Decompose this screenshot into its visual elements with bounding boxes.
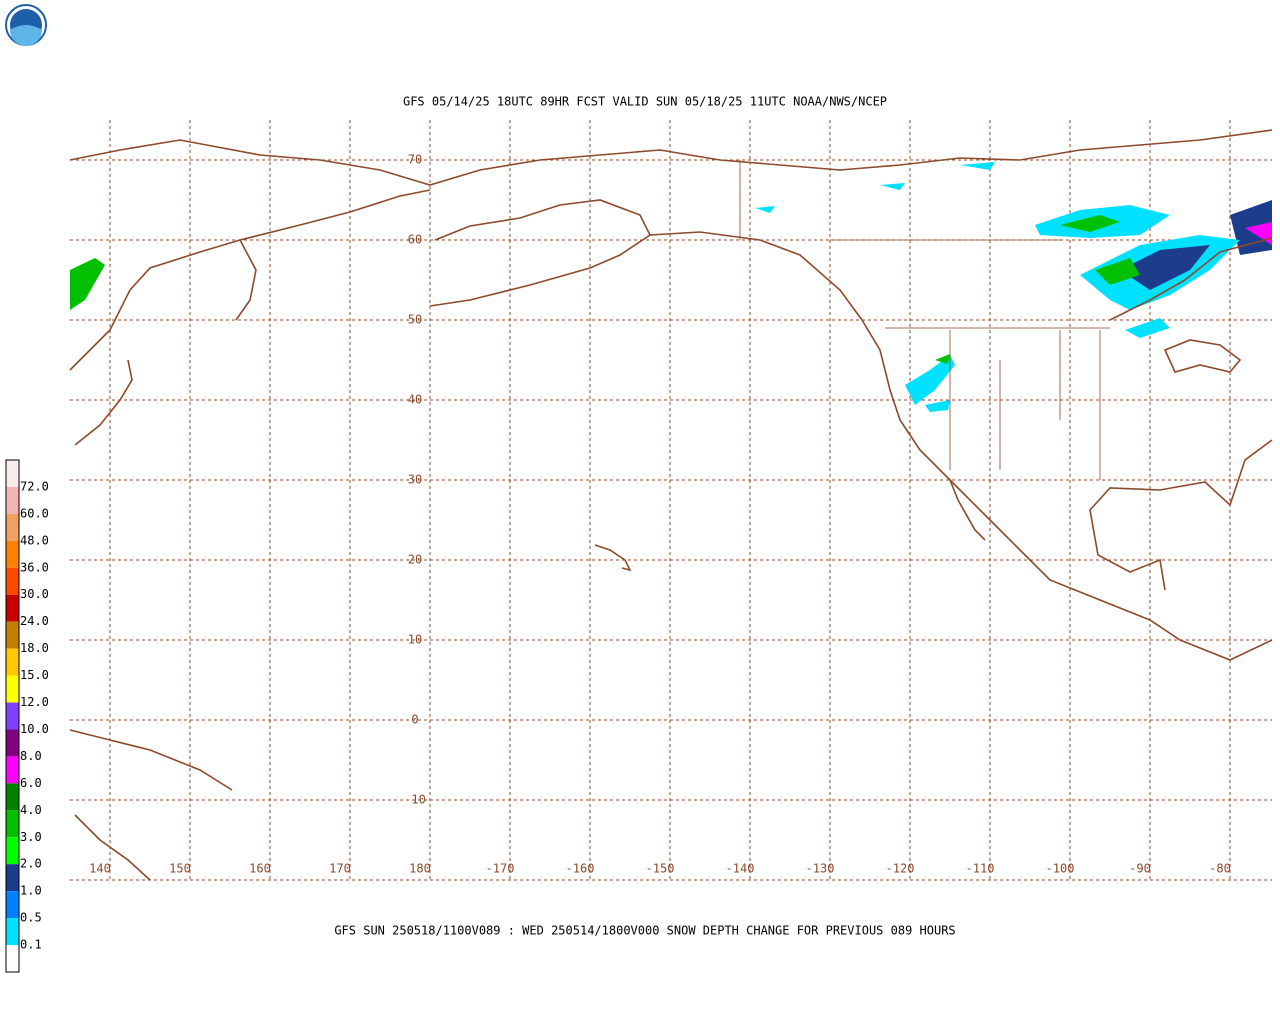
legend-swatch (6, 460, 19, 487)
latitude-label: 10 (408, 633, 422, 647)
legend-label: 15.0 (20, 668, 49, 682)
legend-label: 36.0 (20, 560, 49, 574)
legend-swatch (6, 675, 19, 703)
coastlines (69, 129, 1273, 881)
latitude-label: 20 (408, 553, 422, 567)
legend-label: 1.0 (20, 884, 42, 898)
legend-swatch (6, 540, 19, 568)
legend-label: 60.0 (20, 506, 49, 520)
longitude-label: -150 (646, 862, 675, 876)
legend-label: 24.0 (20, 614, 49, 628)
title: GFS 05/14/25 18UTC 89HR FCST VALID SUN 0… (403, 95, 887, 109)
legend-swatch (6, 918, 19, 946)
longitude-label: 140 (89, 862, 111, 876)
longitude-label: -170 (486, 862, 515, 876)
longitude-label: -90 (1129, 862, 1151, 876)
longitude-label: -140 (726, 862, 755, 876)
legend-swatch (6, 729, 19, 757)
longitude-label: -160 (566, 862, 595, 876)
legend: 72.0 60.0 48.0 36.0 30.0 24.0 18.0 15.0 12.0 10.0… (5, 459, 49, 973)
latitude-label: 50 (408, 313, 422, 327)
legend-swatch (6, 567, 19, 595)
latitude-label: 70 (408, 153, 422, 167)
legend-label: 48.0 (20, 533, 49, 547)
longitude-label: 180 (409, 862, 431, 876)
legend-frame (5, 459, 20, 973)
latitude-label: 30 (408, 473, 422, 487)
longitude-label: -100 (1046, 862, 1075, 876)
legend-label: 6.0 (20, 776, 42, 790)
longitude-label: 170 (329, 862, 351, 876)
legend-swatch (6, 702, 19, 730)
noaa-logo (5, 4, 47, 46)
legend-swatch (6, 783, 19, 811)
legend-swatch (6, 594, 19, 622)
caption: GFS SUN 250518/1100V089 : WED 250514/180… (334, 924, 955, 938)
legend-swatch (6, 486, 19, 514)
legend-swatch (6, 621, 19, 649)
legend-label: 0.1 (20, 938, 42, 952)
legend-label: 72.0 (20, 479, 49, 493)
longitude-label: -110 (966, 862, 995, 876)
legend-label: 3.0 (20, 830, 42, 844)
legend-label: 10.0 (20, 722, 49, 736)
legend-label: 8.0 (20, 749, 42, 763)
legend-swatch (6, 945, 19, 972)
legend-swatch (6, 513, 19, 541)
latitude-label: 40 (408, 393, 422, 407)
latitude-label: -10 (404, 793, 426, 807)
legend-label: 30.0 (20, 587, 49, 601)
legend-swatch (6, 864, 19, 892)
longitude-label: -130 (806, 862, 835, 876)
legend-swatch (6, 810, 19, 838)
latitude-label: 60 (408, 233, 422, 247)
legend-swatch (6, 756, 19, 784)
legend-label: 2.0 (20, 857, 42, 871)
legend-swatch (6, 648, 19, 676)
longitude-label: -120 (886, 862, 915, 876)
legend-label: 18.0 (20, 641, 49, 655)
grid: 70 60 50 40 30 20 10 0 -10 140 150 160 170 180 -170 -16… (70, 120, 1272, 881)
legend-swatch (6, 837, 19, 865)
legend-label: 0.5 (20, 911, 42, 925)
snow-areas (70, 162, 1272, 412)
longitude-label: 150 (169, 862, 191, 876)
legend-swatch (6, 891, 19, 919)
legend-label: 12.0 (20, 695, 49, 709)
latitude-label: 0 (411, 713, 418, 727)
longitude-label: 160 (249, 862, 271, 876)
longitude-label: -80 (1209, 862, 1231, 876)
legend-label: 4.0 (20, 803, 42, 817)
